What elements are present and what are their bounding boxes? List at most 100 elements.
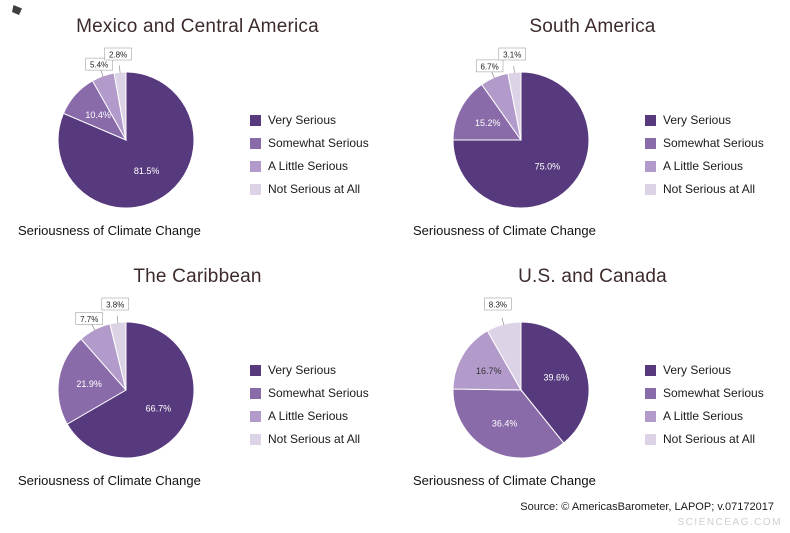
legend-label: Not Serious at All (663, 432, 756, 446)
legend-item-somewhat-serious: Somewhat Serious (645, 136, 764, 150)
slice-label: 36.4% (492, 419, 518, 429)
legend-item-somewhat-serious: Somewhat Serious (250, 386, 369, 400)
legend-label: Very Serious (268, 363, 337, 377)
pie-slice-0 (57, 71, 195, 209)
slice-label: 81.5% (134, 166, 160, 176)
legend-item-somewhat-serious: Somewhat Serious (250, 136, 369, 150)
slice-label-box (85, 57, 113, 71)
legend-item-very-serious: Very Serious (250, 363, 369, 377)
legend-item-a-little-serious: A Little Serious (250, 409, 369, 423)
chart-row: 66.7% 21.9% 7.7% 3.8% Very Serious Somewhat… (0, 293, 395, 465)
pie-slice-1 (452, 388, 565, 459)
legend-swatch (645, 183, 656, 195)
slice-label: 15.2% (475, 118, 501, 128)
pie-chart: 66.7% 21.9% 7.7% 3.8% (12, 293, 240, 465)
legend-item-very-serious: Very Serious (250, 113, 369, 127)
label-leader-line (116, 315, 119, 324)
chart-title: South America (529, 16, 656, 37)
chart-panel-south-america: South America 75.0% 15.2% 6.7% 3.1% Very Se… (395, 0, 790, 250)
label-leader-line (513, 65, 515, 74)
slice-label: 6.7% (480, 62, 498, 71)
legend-item-a-little-serious: A Little Serious (645, 159, 764, 173)
chart-caption: Seriousness of Climate Change (18, 473, 201, 488)
slice-label-box (104, 47, 132, 61)
slice-label: 21.9% (76, 379, 102, 389)
legend-item-very-serious: Very Serious (645, 113, 764, 127)
legend-swatch (645, 410, 656, 422)
chart-caption: Seriousness of Climate Change (413, 223, 596, 238)
pie-slice-0 (66, 321, 195, 459)
slice-label: 10.4% (85, 110, 111, 120)
legend-item-somewhat-serious: Somewhat Serious (645, 386, 764, 400)
legend-label: A Little Serious (663, 159, 744, 173)
legend-label: Somewhat Serious (268, 386, 369, 400)
legend-swatch (250, 160, 261, 172)
legend: Very Serious Somewhat Serious A Little S… (250, 363, 369, 455)
slice-label: 5.4% (90, 61, 108, 70)
slice-label: 7.7% (80, 315, 98, 324)
label-leader-line (491, 71, 495, 79)
legend-swatch (645, 364, 656, 376)
label-leader-line (501, 317, 505, 325)
legend-swatch (645, 160, 656, 172)
slice-label-box (475, 59, 504, 73)
slice-label: 3.8% (106, 301, 124, 310)
label-leader-line (119, 65, 121, 73)
slice-label: 66.7% (146, 404, 172, 414)
chart-title: U.S. and Canada (518, 266, 667, 287)
legend-label: A Little Serious (268, 159, 349, 173)
legend-item-not-serious-at-all: Not Serious at All (645, 182, 764, 196)
legend-swatch (645, 387, 656, 399)
legend-swatch (250, 433, 261, 445)
chart-title: Mexico and Central America (76, 16, 319, 37)
legend-item-not-serious-at-all: Not Serious at All (645, 432, 764, 446)
pie-slice-2 (452, 330, 522, 391)
pie-svg: 66.7% 21.9% 7.7% 3.8% (57, 297, 195, 459)
slice-label: 75.0% (535, 161, 561, 171)
legend-swatch (250, 387, 261, 399)
pie-chart: 39.6% 36.4% 16.7% 8.3% (407, 293, 635, 465)
slice-label: 8.3% (489, 301, 507, 310)
chart-panel-mexico-central-america: Mexico and Central America 81.5% 10.4% 5.4… (0, 0, 395, 250)
slice-label-box (498, 47, 526, 61)
legend-label: Very Serious (663, 113, 732, 127)
pie-chart: 75.0% 15.2% 6.7% 3.1% (407, 43, 635, 215)
chart-panel-us-and-canada: U.S. and Canada 39.6% 36.4% 16.7% 8.3% Very… (395, 250, 790, 500)
pie-chart: 81.5% 10.4% 5.4% 2.8% (12, 43, 240, 215)
pie-slice-1 (57, 338, 127, 425)
legend-label: Not Serious at All (268, 182, 361, 196)
legend-item-not-serious-at-all: Not Serious at All (250, 432, 369, 446)
legend: Very Serious Somewhat Serious A Little S… (250, 113, 369, 205)
legend-swatch (250, 410, 261, 422)
pie-slice-1 (452, 83, 522, 141)
chart-row: 39.6% 36.4% 16.7% 8.3% Very Serious Somewha… (395, 293, 790, 465)
pie-svg: 81.5% 10.4% 5.4%2.8% (57, 47, 195, 209)
legend: Very Serious Somewhat Serious A Little S… (645, 363, 764, 455)
legend-swatch (645, 433, 656, 445)
legend-label: Somewhat Serious (663, 136, 764, 150)
watermark: SCIENCEAG.COM (677, 517, 782, 528)
charts-grid: Mexico and Central America 81.5% 10.4% 5.4… (0, 0, 790, 500)
corner-mark (12, 5, 22, 15)
legend-swatch (250, 114, 261, 126)
legend-label: Somewhat Serious (663, 386, 764, 400)
chart-title: The Caribbean (133, 266, 262, 287)
pie-slice-0 (452, 71, 590, 209)
legend-swatch (250, 364, 261, 376)
slice-label-box (101, 297, 129, 311)
label-leader-line (91, 323, 96, 331)
slice-label: 3.1% (503, 51, 521, 60)
legend-label: A Little Serious (663, 409, 744, 423)
legend-item-very-serious: Very Serious (645, 363, 764, 377)
slice-label-box (484, 297, 512, 311)
legend-label: Very Serious (268, 113, 337, 127)
legend: Very Serious Somewhat Serious A Little S… (645, 113, 764, 205)
chart-row: 75.0% 15.2% 6.7% 3.1% Very Serious Somewhat… (395, 43, 790, 215)
legend-swatch (645, 137, 656, 149)
legend-item-not-serious-at-all: Not Serious at All (250, 182, 369, 196)
chart-caption: Seriousness of Climate Change (18, 223, 201, 238)
legend-label: Not Serious at All (663, 182, 756, 196)
slice-label: 16.7% (476, 366, 502, 376)
slice-label: 2.8% (109, 51, 127, 60)
legend-swatch (250, 137, 261, 149)
